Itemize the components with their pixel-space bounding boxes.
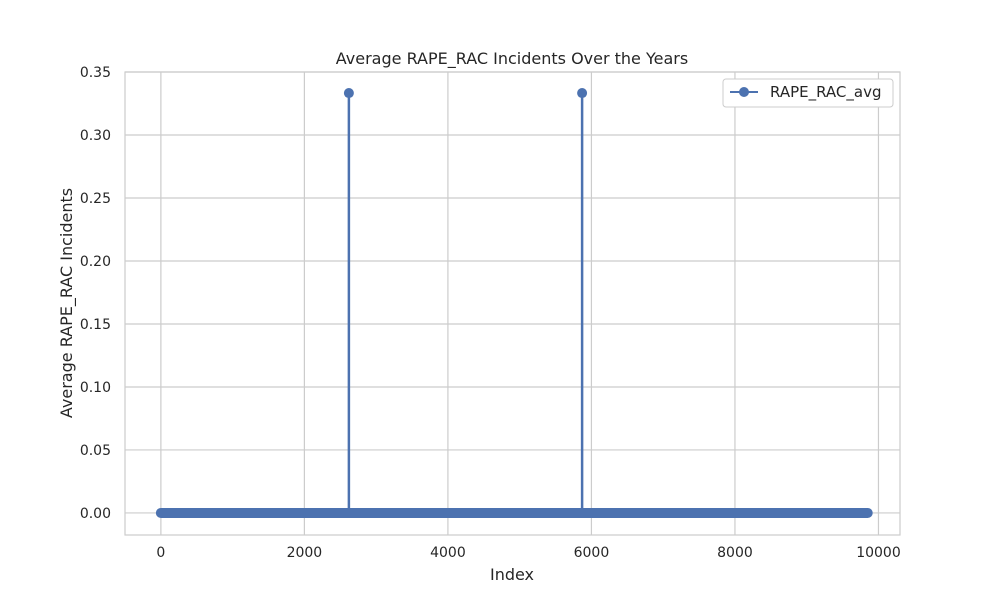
legend-box <box>722 78 894 108</box>
legend-marker <box>739 87 749 97</box>
y-tick-label: 0.05 <box>80 443 111 459</box>
y-axis-title: Average RAPE_RAC Incidents <box>57 188 77 418</box>
legend: RAPE_RAC_avg <box>722 78 894 108</box>
series-spike-point <box>343 88 354 99</box>
x-tick-label: 0 <box>156 545 165 561</box>
y-tick-label: 0.25 <box>80 191 111 207</box>
y-tick-label: 0.15 <box>80 317 111 333</box>
y-tick-label: 0.20 <box>80 254 111 270</box>
series-baseline-markers <box>155 507 873 518</box>
x-tick-label: 4000 <box>430 545 466 561</box>
x-tick-label: 10000 <box>856 545 901 561</box>
series-layer <box>155 88 873 518</box>
chart-title: Average RAPE_RAC Incidents Over the Year… <box>336 49 688 69</box>
x-tick-label: 2000 <box>287 545 323 561</box>
y-tick-label: 0.35 <box>80 65 111 81</box>
legend-label: RAPE_RAC_avg <box>770 83 881 102</box>
y-tick-label: 0.10 <box>80 380 111 396</box>
y-tick-label: 0.30 <box>80 128 111 144</box>
x-axis-title: Index <box>490 565 534 584</box>
y-tick-label: 0.00 <box>80 506 111 522</box>
y-tick-labels: 0.00 0.05 0.10 0.15 0.20 0.25 0.30 0.35 <box>80 65 111 522</box>
x-tick-label: 6000 <box>574 545 610 561</box>
x-tick-label: 8000 <box>717 545 753 561</box>
x-tick-labels: 0 2000 4000 6000 8000 10000 <box>156 545 900 561</box>
plot-area-frame <box>124 71 901 536</box>
series-spike-point <box>577 88 588 99</box>
